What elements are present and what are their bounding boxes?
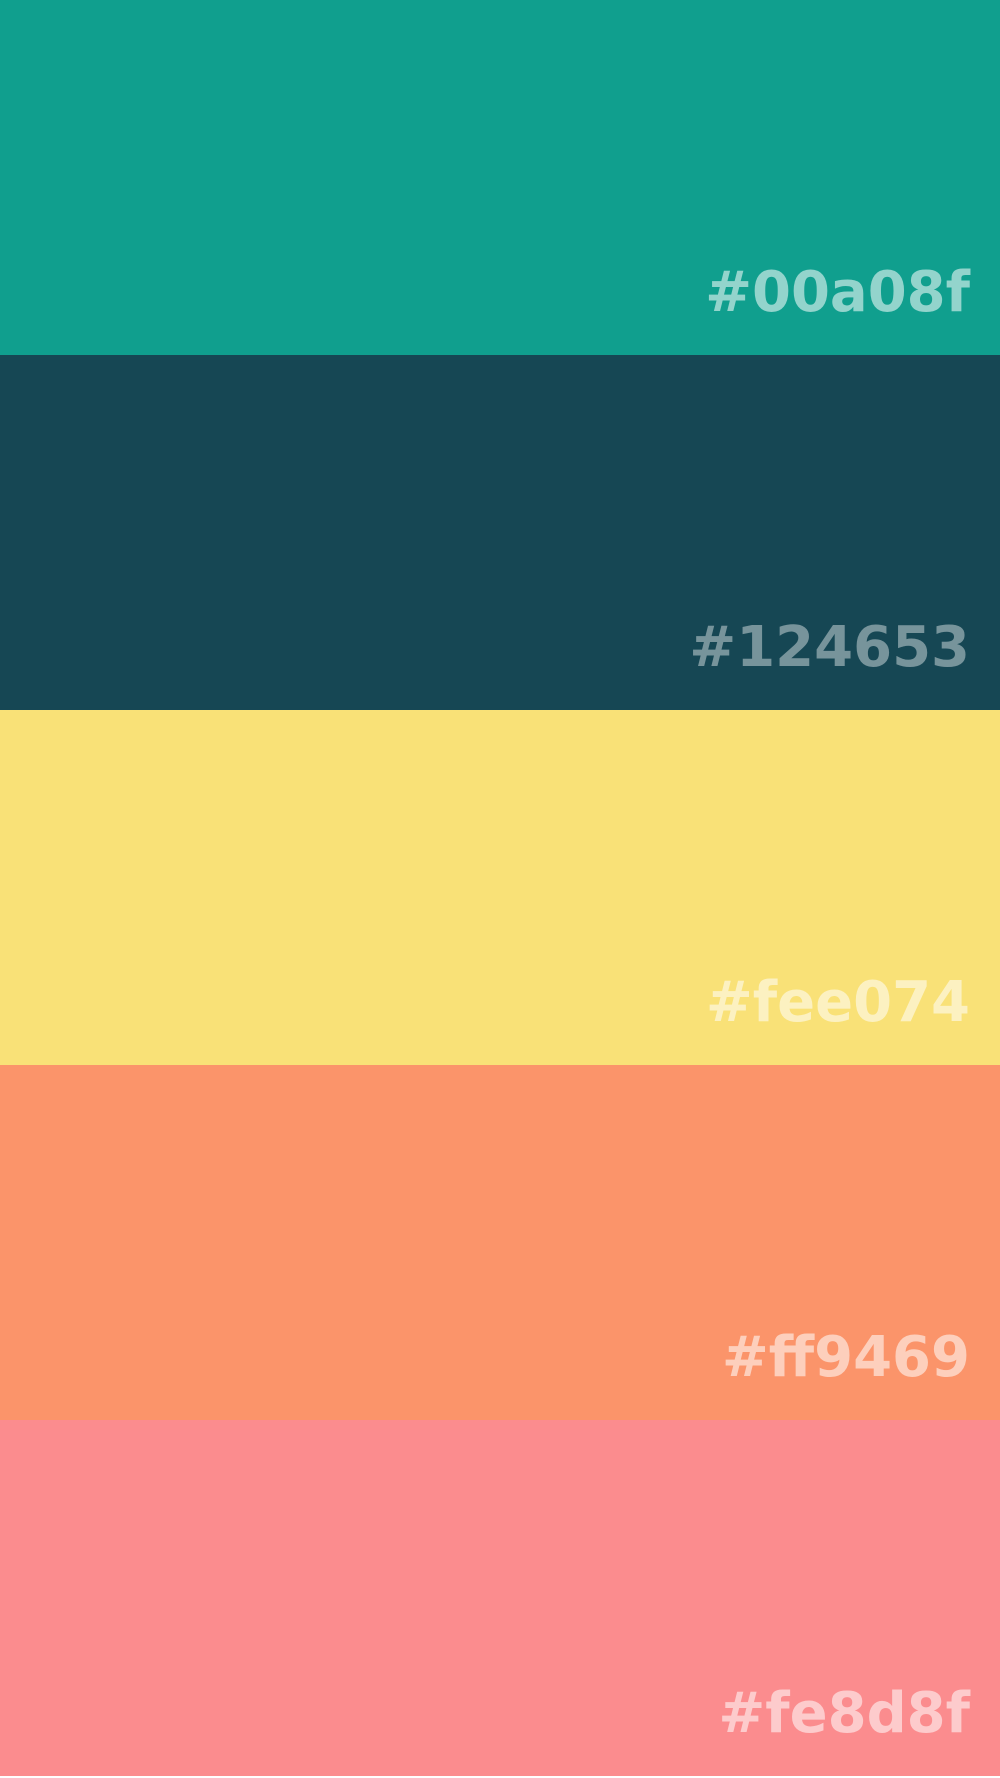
- swatch-hex-label: #fee074: [705, 970, 970, 1035]
- color-swatch-2: #124653: [0, 355, 1000, 710]
- color-swatch-1: #00a08f: [0, 0, 1000, 355]
- swatch-hex-label: #fe8d8f: [718, 1681, 970, 1746]
- swatch-hex-label: #ff9469: [721, 1325, 970, 1390]
- swatch-hex-label: #124653: [689, 615, 970, 680]
- color-swatch-5: #fe8d8f: [0, 1420, 1000, 1776]
- swatch-hex-label: #00a08f: [705, 260, 970, 325]
- color-swatch-4: #ff9469: [0, 1065, 1000, 1420]
- color-swatch-3: #fee074: [0, 710, 1000, 1065]
